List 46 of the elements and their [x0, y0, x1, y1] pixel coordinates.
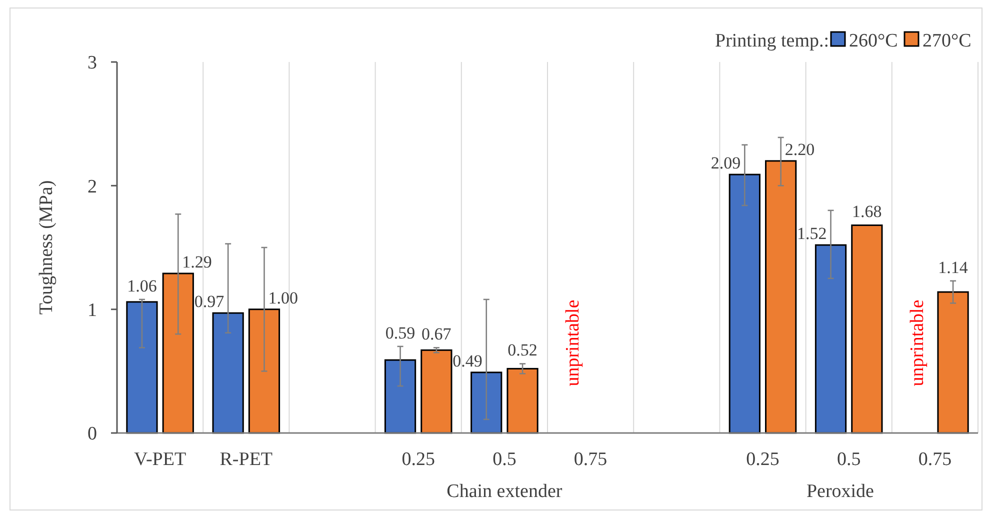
data-label: 1.29: [182, 252, 212, 272]
x-tick-label: 0.75: [918, 449, 952, 470]
bar: [506, 368, 538, 434]
bar: [937, 291, 969, 434]
data-label: 1.00: [268, 288, 298, 308]
legend-label: 260°C: [849, 30, 898, 52]
y-tick-label: 2: [88, 176, 97, 198]
bar: [765, 160, 797, 434]
bar: [162, 272, 194, 434]
data-label: 2.20: [784, 140, 815, 159]
annotation: unprintable: [906, 300, 928, 386]
data-label: 2.09: [710, 154, 741, 173]
text: Chain extender: [446, 481, 563, 502]
bar: [420, 349, 452, 434]
bar: [126, 301, 158, 434]
bar: [851, 224, 883, 434]
data-label: 0.59: [385, 323, 416, 342]
bar: [470, 372, 502, 434]
x-tick-label: 0.25: [746, 449, 780, 470]
data-label: 0.52: [508, 340, 538, 360]
data-label: 0.49: [452, 351, 482, 370]
bar: [384, 359, 416, 434]
text: Peroxide: [806, 481, 874, 502]
y-tick-label: 1: [88, 300, 97, 321]
x-tick-label: 0.5: [492, 449, 516, 470]
x-tick-label: 0.75: [574, 449, 608, 470]
x-tick-label: 0.25: [402, 449, 435, 470]
bar: [814, 244, 847, 434]
data-label: 1.68: [852, 202, 882, 222]
annotation: unprintable: [562, 300, 584, 386]
data-label: 1.52: [797, 224, 827, 244]
x-tick-label: R-PET: [220, 449, 273, 470]
y-tick-label: 3: [88, 52, 97, 74]
data-label: 0.97: [194, 292, 225, 312]
bar: [212, 312, 244, 434]
bar: [248, 308, 280, 434]
bar: [728, 174, 760, 434]
y-axis-title: Toughness (MPa): [36, 180, 57, 315]
legend-label: 270°C: [922, 30, 972, 52]
data-label: 1.06: [127, 276, 157, 296]
x-tick-label: 0.5: [836, 449, 861, 470]
legend-title: Printing temp.:: [715, 30, 829, 52]
data-label: 1.14: [938, 258, 968, 277]
data-label: 0.67: [422, 324, 452, 344]
y-tick-label: 0: [88, 424, 97, 445]
x-tick-label: V-PET: [134, 449, 186, 470]
